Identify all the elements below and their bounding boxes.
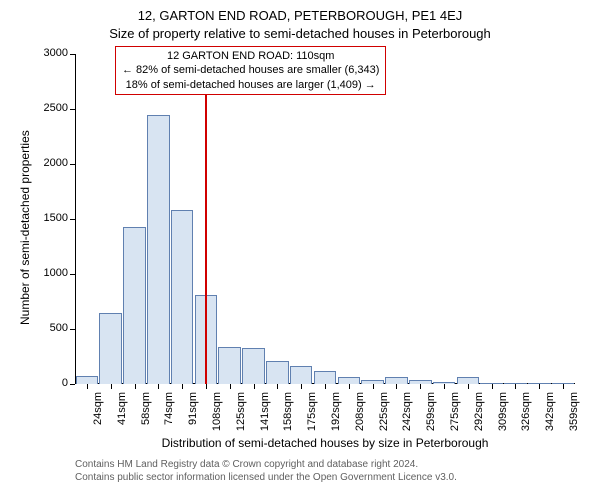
y-tick [70,329,75,330]
x-tick-label: 259sqm [425,392,437,437]
info-line-1: 12 GARTON END ROAD: 110sqm [122,49,379,63]
footer: Contains HM Land Registry data © Crown c… [75,458,457,484]
x-tick [444,384,445,389]
x-tick-label: 309sqm [497,392,509,437]
histogram-bar [242,348,265,384]
histogram-bar [457,377,480,384]
y-tick-label: 3000 [30,47,68,59]
x-tick [254,384,255,389]
y-tick-label: 500 [30,322,68,334]
x-tick-label: 108sqm [211,392,223,437]
info-line-2: ← 82% of semi-detached houses are smalle… [122,63,379,77]
x-tick [87,384,88,389]
x-tick [515,384,516,389]
x-tick-label: 158sqm [282,392,294,437]
histogram-bar [290,366,313,384]
x-tick-label: 41sqm [116,392,128,437]
subject-marker-line [205,54,207,384]
x-tick [301,384,302,389]
x-tick [230,384,231,389]
x-tick-label: 141sqm [259,392,271,437]
histogram-bar [314,371,337,384]
histogram-bar [218,347,241,384]
y-tick [70,54,75,55]
x-tick [373,384,374,389]
y-tick [70,219,75,220]
plot-area: 05001000150020002500300024sqm41sqm58sqm7… [75,54,575,384]
y-tick [70,109,75,110]
x-axis-label: Distribution of semi-detached houses by … [75,436,575,450]
y-tick [70,384,75,385]
x-tick-label: 242sqm [401,392,413,437]
histogram-bar [123,227,146,384]
x-tick [111,384,112,389]
x-tick [206,384,207,389]
histogram-bar [76,376,99,384]
x-tick [420,384,421,389]
footer-line-1: Contains HM Land Registry data © Crown c… [75,458,457,471]
y-tick-label: 1000 [30,267,68,279]
histogram-bar [171,210,194,384]
x-tick [468,384,469,389]
x-tick-label: 58sqm [140,392,152,437]
x-tick [277,384,278,389]
histogram-bar [99,313,122,385]
y-axis-line [75,54,76,384]
x-tick-label: 275sqm [449,392,461,437]
y-tick-label: 0 [30,377,68,389]
x-tick [325,384,326,389]
histogram-bar [266,361,289,384]
x-tick-label: 326sqm [520,392,532,437]
x-tick-label: 192sqm [330,392,342,437]
x-tick [349,384,350,389]
x-tick-label: 342sqm [544,392,556,437]
title-main: 12, GARTON END ROAD, PETERBOROUGH, PE1 4… [0,8,600,23]
chart-container: 12, GARTON END ROAD, PETERBOROUGH, PE1 4… [0,0,600,500]
x-tick-label: 125sqm [235,392,247,437]
x-tick [396,384,397,389]
x-tick-label: 225sqm [378,392,390,437]
info-line-3: 18% of semi-detached houses are larger (… [122,78,379,92]
info-box: 12 GARTON END ROAD: 110sqm ← 82% of semi… [115,46,386,95]
x-tick [563,384,564,389]
x-tick [158,384,159,389]
x-tick-label: 175sqm [306,392,318,437]
x-tick-label: 359sqm [568,392,580,437]
x-tick [539,384,540,389]
y-tick-label: 1500 [30,212,68,224]
histogram-bar [385,377,408,384]
x-tick-label: 91sqm [187,392,199,437]
y-tick-label: 2000 [30,157,68,169]
title-sub: Size of property relative to semi-detach… [0,26,600,41]
x-tick [492,384,493,389]
x-tick [135,384,136,389]
x-tick-label: 24sqm [92,392,104,437]
y-tick-label: 2500 [30,102,68,114]
x-tick-label: 74sqm [163,392,175,437]
y-tick [70,164,75,165]
x-tick-label: 208sqm [354,392,366,437]
y-tick [70,274,75,275]
footer-line-2: Contains public sector information licen… [75,471,457,484]
y-axis-label: Number of semi-detached properties [18,130,32,325]
x-tick-label: 292sqm [473,392,485,437]
x-tick [182,384,183,389]
histogram-bar [338,377,361,384]
histogram-bar [147,115,170,385]
